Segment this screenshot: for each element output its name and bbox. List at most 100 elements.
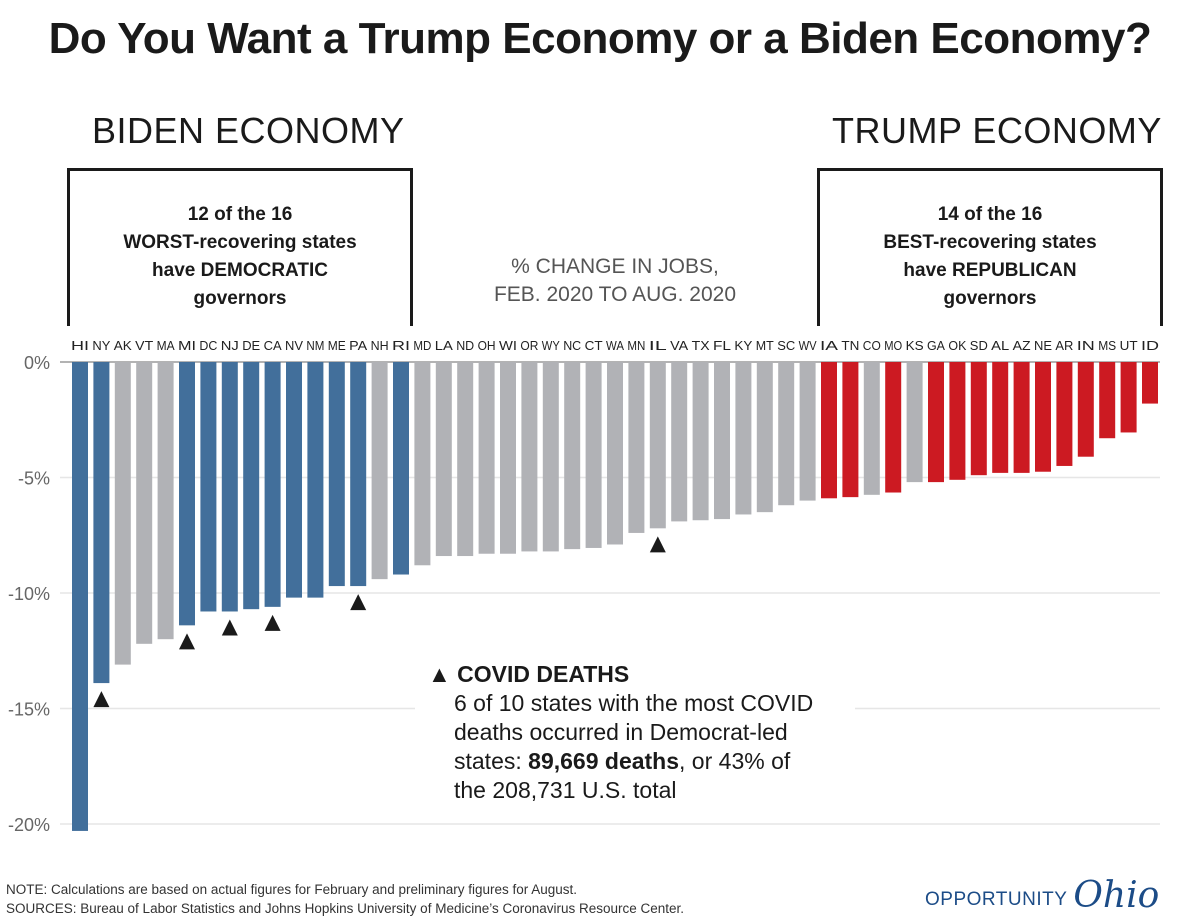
x-tick-label: FL <box>713 338 731 353</box>
bar-ca <box>264 362 281 607</box>
x-tick-label: VT <box>135 338 153 353</box>
x-tick-label: MN <box>627 338 645 353</box>
bar-ne <box>1035 362 1051 472</box>
x-tick-label: NC <box>563 338 581 353</box>
covid-note-heading-text: COVID DEATHS <box>457 661 630 687</box>
x-tick-label: WI <box>499 338 517 353</box>
x-tick-label: IN <box>1077 338 1095 353</box>
x-tick-label: WY <box>542 338 560 353</box>
covid-note-line: the 208,731 U.S. total <box>454 777 677 803</box>
bar-nh <box>371 362 388 580</box>
covid-note-line: 6 of 10 states with the most COVID <box>454 690 814 716</box>
y-tick-label: -10% <box>8 584 50 604</box>
bar-va <box>671 362 688 522</box>
trump-bracket-box: 14 of the 16 BEST-recovering states have… <box>817 168 1163 326</box>
covid-death-marker-ca <box>264 614 281 631</box>
logo-text: OPPORTUNITY <box>925 889 1068 910</box>
x-tick-label: CA <box>264 338 282 353</box>
bar-ks <box>906 362 923 483</box>
x-tick-label: OH <box>478 338 496 353</box>
annotation-backdrop <box>415 655 855 805</box>
bar-de <box>243 362 260 610</box>
bar-az <box>1013 362 1030 473</box>
x-tick-label: AK <box>114 338 132 353</box>
y-tick-label: -15% <box>8 700 50 720</box>
covid-death-marker-nj <box>221 619 238 636</box>
covid-death-marker-mi <box>179 633 195 650</box>
x-tick-label: MT <box>756 338 774 353</box>
x-tick-label: DC <box>199 338 217 353</box>
trump-economy-heading: TRUMP ECONOMY <box>832 110 1162 151</box>
x-tick-label: IA <box>820 338 838 353</box>
x-tick-label: LA <box>435 338 453 353</box>
x-tick-label: AL <box>991 338 1009 353</box>
bar-tn <box>842 362 859 498</box>
x-tick-label: WA <box>606 338 624 353</box>
chart-title-line: FEB. 2020 TO AUG. 2020 <box>493 283 737 306</box>
bar-la <box>435 362 452 557</box>
x-tick-label: SC <box>777 338 795 353</box>
bar-al <box>992 362 1009 473</box>
bar-nj <box>221 362 238 612</box>
bar-ga <box>928 362 944 483</box>
bar-nv <box>286 362 302 598</box>
biden-economy-heading: BIDEN ECONOMY <box>92 110 405 151</box>
bar-hi <box>72 362 88 831</box>
x-tick-label: ID <box>1141 338 1159 353</box>
x-tick-label: MD <box>413 338 431 353</box>
covid-death-marker-ny <box>93 691 110 708</box>
bar-ma <box>157 362 174 640</box>
x-tick-label: SD <box>970 338 988 353</box>
bar-mn <box>628 362 645 533</box>
x-tick-label: TN <box>841 338 859 353</box>
biden-box-line: 12 of the 16 <box>187 204 293 225</box>
bar-me <box>328 362 345 587</box>
x-tick-label: AR <box>1055 338 1073 353</box>
x-tick-label: HI <box>71 338 89 353</box>
biden-box-line: WORST-recovering states <box>123 232 357 253</box>
x-tick-label: OK <box>948 338 966 353</box>
x-tick-label: GA <box>927 338 945 353</box>
x-tick-label: KS <box>906 338 924 353</box>
x-tick-label: NE <box>1034 338 1052 353</box>
y-tick-label: -20% <box>8 815 50 835</box>
logo-script: Ohio <box>1073 875 1160 916</box>
footnote-note: NOTE: Calculations are based on actual f… <box>6 882 578 897</box>
x-tick-label: NM <box>306 338 324 353</box>
x-tick-label: ME <box>328 338 346 353</box>
bar-tx <box>692 362 709 521</box>
trump-box-text: 14 of the 16 BEST-recovering states have… <box>820 201 1160 313</box>
x-tick-label: IL <box>649 338 667 353</box>
x-tick-label: RI <box>392 338 410 353</box>
bar-ok <box>949 362 966 480</box>
covid-deaths-count: 89,669 deaths <box>528 748 680 774</box>
bar-pa <box>350 362 367 587</box>
trump-box-line: BEST-recovering states <box>883 232 1097 253</box>
bar-co <box>863 362 880 495</box>
bar-in <box>1077 362 1094 457</box>
bar-ar <box>1056 362 1073 466</box>
bar-vt <box>136 362 153 644</box>
bar-wa <box>607 362 623 545</box>
chart-title-line: % CHANGE IN JOBS, <box>511 255 719 278</box>
bar-wy <box>542 362 559 552</box>
covid-death-marker-pa <box>350 594 367 611</box>
bar-ky <box>735 362 752 515</box>
trump-box-line: have REPUBLICAN <box>903 260 1077 281</box>
x-tick-label: MS <box>1098 338 1116 353</box>
opportunity-ohio-logo: OPPORTUNITY Ohio <box>925 878 1159 914</box>
bar-nm <box>307 362 324 598</box>
biden-box-line: have DEMOCRATIC <box>152 260 328 281</box>
x-tick-label: TX <box>692 338 710 353</box>
bar-ia <box>821 362 837 499</box>
bar-nc <box>564 362 581 550</box>
footnote: NOTE: Calculations are based on actual f… <box>6 880 684 918</box>
covid-note-text: , or 43% of <box>679 748 791 774</box>
x-tick-label: MO <box>884 338 902 353</box>
x-tick-label: NJ <box>221 338 239 353</box>
bar-mt <box>756 362 773 513</box>
bar-ct <box>585 362 602 548</box>
trump-box-line: governors <box>943 288 1037 309</box>
bar-id <box>1142 362 1158 404</box>
bar-mo <box>885 362 902 493</box>
